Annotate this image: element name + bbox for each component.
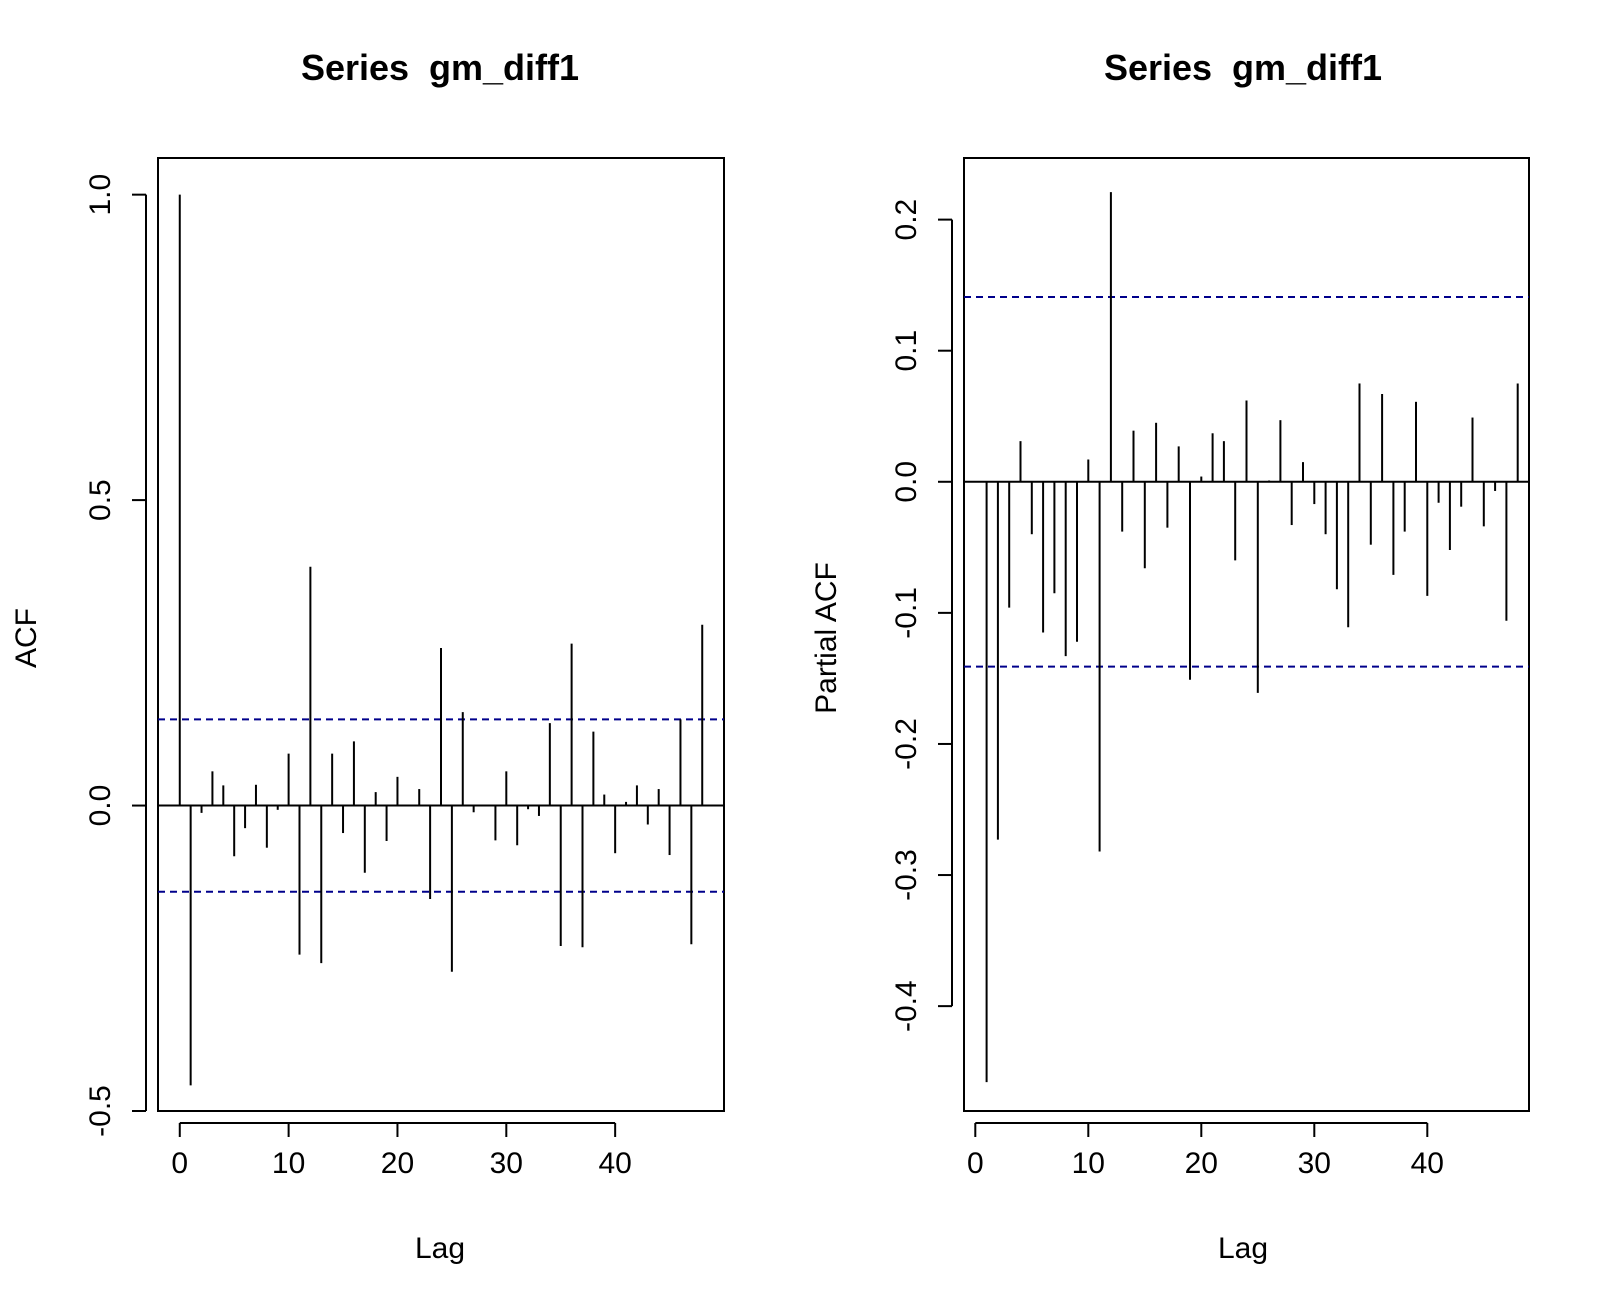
acf-y-axis-label: ACF [10,608,43,668]
acf-x-tick-label-0: 0 [171,1147,188,1180]
acf-y-tick-label-0.0: 0.0 [84,785,117,827]
acf-panel: Series gm_diff1 Lag ACF 0 10 20 30 40 -0.5 0.0… [10,47,725,1265]
acf-title: Series gm_diff1 [301,47,579,88]
pacf-y-tick-label-0.0: 0.0 [890,461,923,503]
acf-plot-area: 0 10 20 30 40 -0.5 0.0 0.5 1.0 [84,157,725,1180]
pacf-x-tick-label-20: 20 [1185,1147,1218,1180]
pacf-plot-frame [963,157,1530,1112]
pacf-x-tick-label-40: 40 [1411,1147,1444,1180]
pacf-y-tick-label--0.3: -0.3 [890,849,923,901]
acf-x-tick-label-20: 20 [381,1147,414,1180]
pacf-panel: Series gm_diff1 Lag Partial ACF 0 10 20 30 4… [810,47,1530,1265]
acf-y-tick-label-1.0: 1.0 [84,174,117,216]
acf-x-tick-label-30: 30 [490,1147,523,1180]
pacf-x-tick-label-10: 10 [1072,1147,1105,1180]
acf-x-tick-label-40: 40 [598,1147,631,1180]
pacf-title: Series gm_diff1 [1104,47,1382,88]
acf-y-tick-label-0.5: 0.5 [84,479,117,521]
acf-plot-frame [157,157,725,1112]
acf-y-tick-label--0.5: -0.5 [84,1085,117,1137]
pacf-y-tick-label--0.4: -0.4 [890,980,923,1032]
pacf-y-tick-label-0.1: 0.1 [890,330,923,372]
pacf-plot-area: 0 10 20 30 40 -0.4 -0.3 -0.2 -0.1 0.0 0.1 0.2 [890,157,1530,1180]
pacf-y-tick-label--0.1: -0.1 [890,587,923,639]
pacf-y-axis-label: Partial ACF [810,562,843,714]
pacf-x-tick-label-0: 0 [967,1147,984,1180]
acf-x-tick-label-10: 10 [272,1147,305,1180]
pacf-y-tick-label-0.2: 0.2 [890,199,923,241]
acf-x-axis-label: Lag [415,1232,465,1265]
pacf-x-axis-label: Lag [1218,1232,1268,1265]
pacf-y-tick-label--0.2: -0.2 [890,718,923,770]
pacf-x-tick-label-30: 30 [1298,1147,1331,1180]
